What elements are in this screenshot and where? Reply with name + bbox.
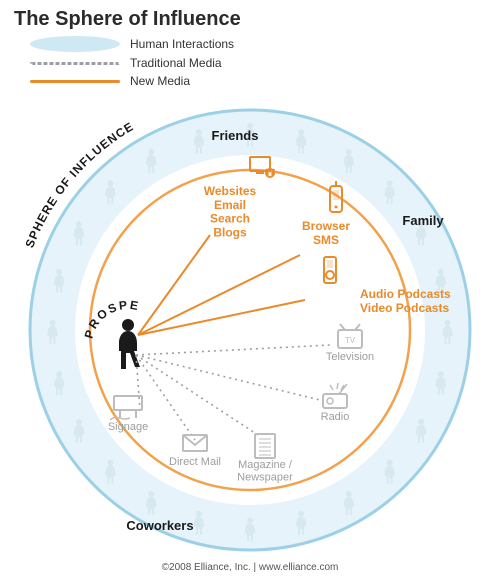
new-media-label: BrowserSMS	[302, 219, 350, 247]
new-media-ray	[138, 235, 210, 335]
trad-media-label: Television	[326, 351, 374, 363]
new-media-ray	[138, 255, 300, 335]
new-media-label: Audio PodcastsVideo Podcasts	[360, 287, 451, 315]
coworkers-label: Coworkers	[126, 518, 193, 533]
family-label: Family	[402, 213, 444, 228]
trad-media-ray	[136, 355, 258, 435]
sphere-diagram: SPHERE OF INFLUENCEPROSPECTWebsitesEmail…	[0, 0, 500, 579]
mail-icon	[183, 435, 207, 451]
diagram-root: The Sphere of Influence Human Interactio…	[0, 0, 500, 579]
ipod-icon	[324, 257, 336, 283]
trad-media-ray	[136, 345, 330, 355]
svg-text:TV: TV	[345, 336, 356, 345]
computer-icon	[250, 157, 274, 177]
new-media-label: WebsitesEmailSearchBlogs	[204, 184, 257, 239]
trad-media-label: Radio	[321, 411, 350, 423]
trad-media-label: Signage	[108, 421, 148, 433]
trad-media-label: Magazine /Newspaper	[237, 459, 293, 484]
trad-media-label: Direct Mail	[169, 456, 221, 468]
tv-icon: TV	[338, 324, 362, 348]
friends-label: Friends	[212, 128, 259, 143]
new-media-ray	[138, 300, 305, 335]
news-icon	[255, 434, 275, 458]
trad-media-ray	[136, 355, 320, 400]
radio-icon	[323, 383, 347, 408]
footer-text: ©2008 Elliance, Inc. | www.elliance.com	[0, 562, 500, 573]
